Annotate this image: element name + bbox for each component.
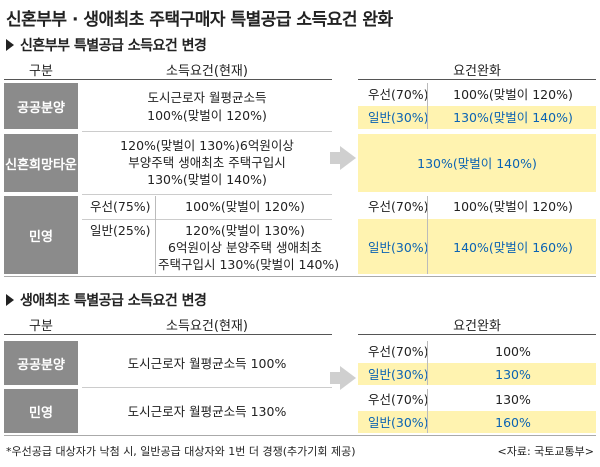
s1-public-vsep [427,83,428,129]
s2-public-general-label: 일반(30%) [368,367,429,382]
s2-public-priority-label: 우선(70%) [368,344,429,359]
s2-col-category: 구분 [29,319,53,334]
s2-public-bottom-rule [82,387,332,388]
s1-private-general-box [358,219,596,274]
s2-public-general-box [358,363,596,385]
arrow-right-icon [340,146,356,170]
s2-private-general-value: 160% [495,415,531,430]
s2-bottom-rule [4,435,596,436]
s1-public-general-label: 일반(30%) [368,110,429,125]
page-title: 신혼부부 · 생애최초 주택구매자 특별공급 소득요건 완화 [6,10,393,30]
s1-public-bottom-rule [82,131,332,132]
s1-row-label-private: 민영 [4,196,78,274]
s1-private-general-current-line3: 주택구입시 130%(맞벌이 140%) [158,257,340,272]
s1-town-relaxed-box [358,134,596,192]
s1-town-current-line3: 130%(맞벌이 140%) [147,172,267,187]
s1-header-rule-right [358,79,596,80]
s2-private-priority-box [358,389,596,410]
s2-public-priority-box [358,341,596,362]
s2-row-label-private: 민영 [4,389,78,433]
s1-private-general-value: 140%(맞벌이 160%) [453,240,573,255]
s1-public-general-box [358,106,596,129]
s2-public-vsep [427,341,428,385]
s1-col-relaxed: 요건완화 [453,64,501,79]
s1-col-current: 소득요건(현재) [166,64,248,79]
s1-private-general-current-label: 일반(25%) [90,223,151,238]
s1-public-priority-value: 100%(맞벌이 120%) [453,87,573,102]
source-credit: <자료: 국토교통부> [497,445,594,458]
triangle-bullet-icon [6,294,14,306]
s1-private-priority-label: 우선(70%) [368,199,429,214]
s2-private-vsep [427,389,428,433]
s1-row-label-public: 공공분양 [4,83,78,129]
s1-col-category: 구분 [29,64,53,79]
triangle-bullet-icon [6,39,14,51]
s1-town-current-line2: 부양주택 생애최초 주택구입시 [128,155,286,170]
s2-row-label-public: 공공분양 [4,341,78,385]
s1-private-general-label: 일반(30%) [368,240,429,255]
s2-private-priority-value: 130% [495,392,531,407]
s2-col-current: 소득요건(현재) [166,319,248,334]
section1-title-text: 신혼부부 특별공급 소득요건 변경 [20,38,207,54]
section1-title: 신혼부부 특별공급 소득요건 변경 [6,35,207,55]
s1-public-priority-box [358,83,596,105]
s1-private-general-current-line2: 6억원이상 분양주택 생애최초 [168,240,322,255]
s1-bottom-rule [4,276,596,277]
s2-public-current: 도시근로자 월평균소득 100% [127,356,287,371]
s1-private-current-vsep [155,196,156,274]
s1-row-label-newlywed-town: 신혼희망타운 [4,134,78,192]
s2-private-current: 도시근로자 월평균소득 130% [127,404,287,419]
s2-header-rule-right [358,334,596,335]
footnote: *우선공급 대상자가 낙첨 시, 일반공급 대상자와 1번 더 경쟁(추가기회 … [6,445,356,458]
s1-town-current-line1: 120%(맞벌이 130%)6억원이상 [120,138,294,153]
s1-private-relaxed-vsep [427,196,428,274]
s1-private-priority-current-label: 우선(75%) [90,199,151,214]
s1-private-general-current-line1: 120%(맞벌이 130%) [185,223,305,238]
s1-private-priority-value: 100%(맞벌이 120%) [453,199,573,214]
s1-public-current-line2: 100%(맞벌이 120%) [147,108,267,123]
arrow-right-icon [340,366,356,390]
s2-header-rule-left [4,334,332,335]
s2-private-general-label: 일반(30%) [368,415,429,430]
s1-header-rule-left [4,79,332,80]
s2-public-general-value: 130% [495,367,531,382]
section2-title-text: 생애최초 특별공급 소득요건 변경 [20,293,207,309]
section2-title: 생애최초 특별공급 소득요건 변경 [6,290,207,310]
s2-col-relaxed: 요건완화 [453,319,501,334]
arrow-icon-body-2 [330,372,340,384]
s1-private-priority-current-value: 100%(맞벌이 120%) [185,199,305,214]
s1-public-general-value: 130%(맞벌이 140%) [453,110,573,125]
s2-public-priority-value: 100% [495,344,531,359]
s1-private-priority-box [358,196,596,218]
s2-private-priority-label: 우선(70%) [368,392,429,407]
arrow-icon-body [330,152,340,164]
s1-public-priority-label: 우선(70%) [368,87,429,102]
s1-private-inner-rule [82,219,332,220]
s1-town-bottom-rule [82,194,332,195]
s1-public-current-line1: 도시근로자 월평균소득 [147,90,267,105]
s1-town-relaxed-value: 130%(맞벌이 140%) [417,156,537,171]
s2-private-general-box [358,411,596,433]
